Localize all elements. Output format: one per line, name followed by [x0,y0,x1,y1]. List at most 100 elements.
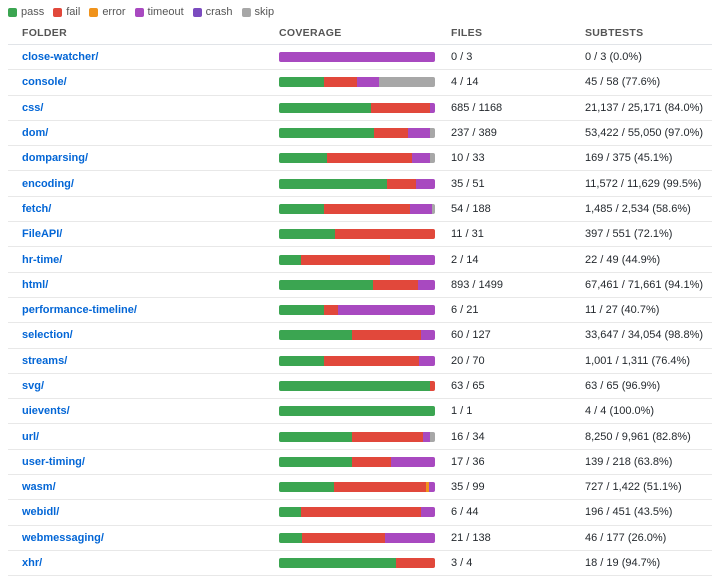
table-row: performance-timeline/6 / 21 11 / 27 (40.7… [8,297,712,324]
coverage-segment-fail [352,431,423,442]
coverage-bar [279,229,435,240]
folder-link[interactable]: wasm/ [22,481,56,494]
legend-label: crash [205,6,233,18]
legend-label: error [102,6,126,18]
coverage-segment-timeout [417,279,435,290]
table-row: user-timing/17 / 36 139 / 218 (63.8%) [8,449,712,476]
coverage-segment-skip [430,153,435,164]
folder-link[interactable]: streams/ [22,354,68,367]
coverage-bar [279,456,435,467]
subtests-column-header[interactable]: SUBTESTS [571,21,712,45]
coverage-cell [265,373,437,400]
coverage-segment-timeout [391,456,435,467]
folder-link[interactable]: xhr/ [22,557,43,570]
folder-link[interactable]: uievents/ [22,405,70,418]
files-cell: 3 / 4 [437,550,571,577]
files-column-header[interactable]: FILES [437,21,571,45]
folder-link[interactable]: webidl/ [22,506,60,519]
subtests-cell: 1,001 / 1,311 (76.4%) [571,348,712,374]
folder-link[interactable]: FileAPI/ [22,228,63,241]
subtests-cell: 727 / 1,422 (51.1%) [571,474,712,501]
folder-link[interactable]: hr-time/ [22,253,63,266]
folder-link[interactable]: url/ [22,430,40,443]
coverage-bar [279,406,435,417]
files-cell: 20 / 70 [437,348,571,374]
coverage-bar [279,431,435,442]
folder-link[interactable]: fetch/ [22,202,52,215]
coverage-segment-pass [279,330,353,341]
subtests-cell: 67,461 / 71,661 (94.1%) [571,272,712,298]
legend-item-pass: pass [8,6,44,18]
coverage-cell [265,120,437,147]
coverage-segment-fail [327,153,412,164]
coverage-cell [265,145,437,172]
coverage-cell [265,170,437,197]
folder-link[interactable]: domparsing/ [22,152,89,165]
folder-link[interactable]: encoding/ [22,177,74,190]
table-row: selection/60 / 127 33,647 / 34,054 (98.8%… [8,322,712,349]
table-row: streams/20 / 70 1,001 / 1,311 (76.4%) [8,348,712,374]
folder-cell: webmessaging/ [8,525,265,551]
files-cell: 6 / 21 [437,297,571,324]
coverage-bar [279,330,435,341]
coverage-segment-timeout [410,203,432,214]
folder-cell: encoding/ [8,170,265,197]
folder-link[interactable]: user-timing/ [22,455,85,468]
coverage-segment-pass [279,406,435,417]
folder-link[interactable]: performance-timeline/ [22,304,137,317]
legend-item-timeout: timeout [134,6,184,18]
legend-swatch-crash [192,7,202,17]
files-cell: 0 / 3 [437,44,571,71]
folder-cell: wasm/ [8,474,265,501]
files-cell: 63 / 65 [437,373,571,400]
table-row: webmessaging/21 / 138 46 / 177 (26.0%) [8,525,712,551]
folder-column-header[interactable]: FOLDER [8,21,265,45]
folder-link[interactable]: close-watcher/ [22,51,99,64]
legend-swatch-skip [241,7,251,17]
folder-link[interactable]: dom/ [22,127,49,140]
folder-cell: user-timing/ [8,449,265,476]
coverage-column-header[interactable]: COVERAGE [265,21,437,45]
files-cell: 237 / 389 [437,120,571,147]
legend-label: fail [66,6,81,18]
coverage-segment-pass [279,355,325,366]
folder-cell: css/ [8,95,265,121]
folder-link[interactable]: html/ [22,278,49,291]
coverage-bar [279,558,435,569]
files-cell: 54 / 188 [437,196,571,223]
table-row: html/893 / 1499 67,461 / 71,661 (94.1%) [8,272,712,298]
coverage-cell [265,550,437,577]
subtests-cell: 11 / 27 (40.7%) [571,297,712,324]
legend-swatch-timeout [134,7,144,17]
coverage-segment-fail [371,102,431,113]
folder-link[interactable]: svg/ [22,380,45,392]
folder-link[interactable]: console/ [22,76,67,89]
files-cell: 16 / 34 [437,423,571,450]
folder-cell: hr-time/ [8,246,265,273]
coverage-segment-timeout [411,153,431,164]
folder-cell: webidl/ [8,499,265,526]
coverage-segment-pass [279,431,353,442]
coverage-bar [279,102,435,113]
coverage-segment-pass [279,507,301,518]
coverage-bar [279,203,435,214]
coverage-cell [265,525,437,551]
folder-cell: html/ [8,272,265,298]
coverage-segment-fail [324,305,339,316]
coverage-segment-timeout [385,532,435,543]
folder-link[interactable]: webmessaging/ [22,531,104,544]
coverage-segment-timeout [279,52,435,63]
legend-swatch-error [89,7,99,17]
coverage-segment-fail [333,482,426,493]
folder-link[interactable]: css/ [22,101,44,114]
coverage-segment-fail [396,558,435,569]
folder-link[interactable]: selection/ [22,329,73,342]
coverage-segment-fail [430,381,435,391]
coverage-segment-timeout [420,330,435,341]
folder-cell: console/ [8,69,265,96]
coverage-segment-fail [324,203,411,214]
subtests-cell: 21,137 / 25,171 (84.0%) [571,95,712,121]
coverage-segment-pass [279,203,325,214]
folder-cell: dom/ [8,120,265,147]
coverage-segment-pass [279,254,301,265]
